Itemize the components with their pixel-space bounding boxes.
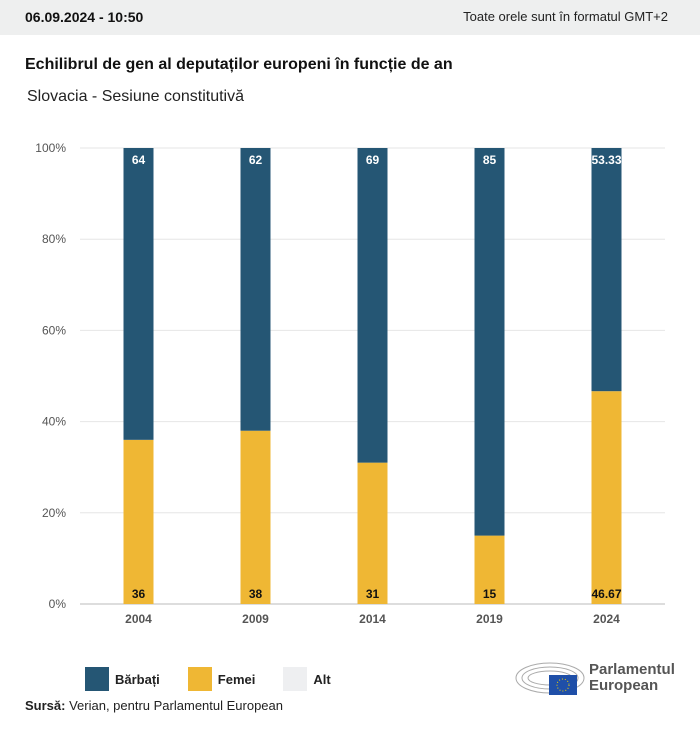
legend-label: Alt xyxy=(313,671,331,687)
x-tick-label: 2004 xyxy=(125,612,152,626)
bar-bărbați-2009 xyxy=(240,148,271,431)
legend-label: Femei xyxy=(217,671,256,687)
ep-logo: Parlamentul European xyxy=(515,660,675,696)
x-tick-label: 2009 xyxy=(242,612,269,626)
source-text: Verian, pentru Parlamentul European xyxy=(65,698,283,713)
data-label: 53.33 xyxy=(591,153,621,167)
source-label: Sursă: xyxy=(25,698,66,713)
bar-bărbați-2019 xyxy=(474,148,505,536)
y-tick-label: 0% xyxy=(49,597,67,611)
y-tick-label: 100% xyxy=(35,141,66,155)
timezone-note: Toate orele sunt în formatul GMT+2 xyxy=(463,9,668,24)
header-bar: 06.09.2024 - 10:50 Toate orele sunt în f… xyxy=(0,0,700,35)
date: 06.09.2024 - 10:50 xyxy=(25,9,144,25)
logo-line1: Parlamentul xyxy=(589,661,675,678)
data-label: 38 xyxy=(249,587,263,601)
bar-bărbați-2024 xyxy=(591,148,622,392)
data-label: 69 xyxy=(366,153,380,167)
data-label: 15 xyxy=(483,587,497,601)
y-tick-label: 20% xyxy=(42,506,66,520)
legend-item-barbati: Bărbați xyxy=(85,667,160,691)
data-label: 36 xyxy=(132,587,146,601)
bar-femei-2014 xyxy=(357,462,388,604)
chart-title: Echilibrul de gen al deputaților europen… xyxy=(25,56,453,73)
bar-femei-2019 xyxy=(474,535,505,604)
legend-swatch xyxy=(85,667,109,691)
legend-item-alt: Alt xyxy=(283,667,331,691)
bar-femei-2004 xyxy=(123,439,154,604)
legend-label: Bărbați xyxy=(115,671,160,687)
chart: 0% 20% 40% 60% 80% 100% 36 64 2004 38 62 2009 31 69 20… xyxy=(35,141,665,626)
chart-subtitle: Slovacia - Sesiune constitutivă xyxy=(27,88,244,105)
x-tick-label: 2024 xyxy=(593,612,620,626)
legend-swatch xyxy=(283,667,308,691)
bar-bărbați-2014 xyxy=(357,148,388,463)
y-tick-label: 80% xyxy=(42,232,66,246)
legend-swatch xyxy=(187,667,212,691)
data-label: 64 xyxy=(132,153,146,167)
source-note: Sursă: Verian, pentru Parlamentul Europe… xyxy=(25,698,283,713)
bar-bărbați-2004 xyxy=(123,148,154,440)
bar-femei-2024 xyxy=(591,391,622,604)
x-tick-label: 2019 xyxy=(476,612,503,626)
legend-item-femei: Femei xyxy=(187,667,256,691)
logo-line2: European xyxy=(589,677,659,694)
data-label: 46.67 xyxy=(591,587,621,601)
legend: Bărbați Femei Alt xyxy=(85,667,359,691)
x-tick-label: 2014 xyxy=(359,612,386,626)
bar-femei-2009 xyxy=(240,430,271,604)
data-label: 62 xyxy=(249,153,263,167)
y-tick-label: 60% xyxy=(42,323,66,337)
y-tick-label: 40% xyxy=(42,415,66,429)
data-label: 31 xyxy=(366,587,380,601)
hemicycle-flag-icon xyxy=(515,662,585,695)
data-label: 85 xyxy=(483,153,497,167)
